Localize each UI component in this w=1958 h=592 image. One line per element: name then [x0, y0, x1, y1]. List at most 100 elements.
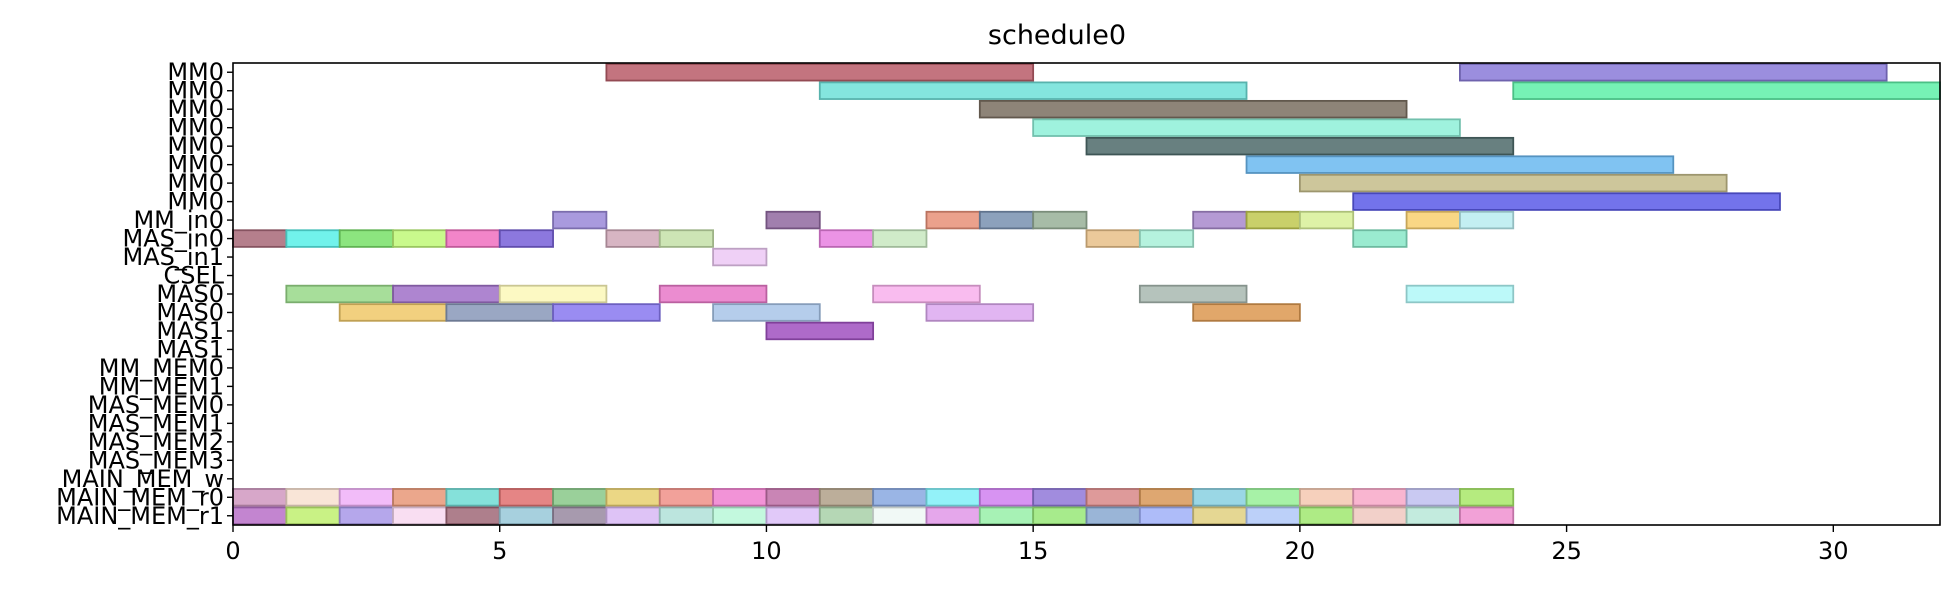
task-bar: [978, 506, 1035, 525]
y-tick-label: MM0: [167, 114, 224, 142]
y-tick-label: MAS_MEM0: [88, 391, 224, 419]
task-bar: [392, 488, 448, 507]
task-bar: [285, 488, 341, 507]
x-tick-label: 0: [225, 537, 240, 565]
y-tick-label: MAS0: [156, 280, 224, 308]
task-bar: [658, 284, 768, 304]
task-bar: [765, 488, 821, 507]
x-tick-label: 15: [1018, 537, 1049, 565]
task-bar: [552, 488, 608, 507]
y-tick-label: MM_in0: [133, 206, 224, 234]
y-tick-label: MM0: [167, 58, 224, 86]
y-tick-label: MAIN_MEM_r0: [56, 483, 224, 511]
task-bar: [498, 506, 554, 525]
task-bar: [1459, 63, 1888, 82]
task-bar: [232, 488, 288, 507]
task-bar: [1298, 488, 1355, 507]
task-bar: [392, 506, 448, 525]
task-bar: [925, 210, 981, 230]
task-bar: [338, 229, 394, 248]
task-bar: [498, 229, 554, 248]
task-bar: [712, 488, 768, 507]
task-bar: [605, 506, 661, 525]
y-tick-label: MAS1: [156, 317, 224, 345]
task-bar: [1512, 81, 1941, 100]
task-bar: [765, 506, 821, 525]
task-bar: [658, 229, 714, 248]
task-bar: [1298, 173, 1728, 193]
task-bar: [1245, 488, 1301, 507]
task-bar: [1459, 506, 1515, 525]
y-tick-label: MM0: [167, 77, 224, 105]
task-bar: [872, 488, 928, 507]
y-tick-label: MM0: [167, 188, 224, 216]
y-tick-label: MAIN_MEM_r1: [56, 502, 224, 530]
y-tick-label: MAS1: [156, 335, 224, 363]
x-tick-label: 5: [492, 537, 507, 565]
task-bar: [818, 506, 875, 525]
task-bar: [1352, 192, 1781, 211]
x-tick-label: 30: [1818, 537, 1849, 565]
y-tick-label: MAS_MEM3: [88, 446, 224, 474]
task-bar: [392, 229, 448, 248]
task-bar: [552, 303, 661, 322]
task-bar: [1138, 488, 1195, 507]
y-tick-label: MAS0: [156, 298, 224, 326]
chart-title: schedule0: [988, 20, 1126, 51]
y-tick-label: MM0: [167, 151, 224, 179]
y-tick-label: MM_MEM0: [99, 354, 224, 382]
task-bar: [978, 99, 1408, 119]
y-tick-label: MAS_in1: [122, 243, 224, 271]
task-bar: [445, 488, 501, 507]
y-tick-label: MM_MEM1: [99, 372, 224, 400]
task-bar: [445, 229, 501, 248]
task-bar: [978, 488, 1035, 507]
task-bar: [1245, 506, 1301, 525]
task-bar: [1352, 488, 1408, 507]
task-bar: [1085, 488, 1141, 507]
y-tick-label: MAS_MEM1: [88, 409, 224, 437]
task-bar: [605, 229, 661, 248]
task-bar: [285, 229, 341, 248]
x-tick-label: 20: [1285, 537, 1316, 565]
task-bar: [1352, 229, 1408, 248]
task-bar: [872, 506, 928, 525]
task-bar: [872, 229, 928, 248]
task-bar: [818, 229, 875, 248]
task-bar: [1405, 506, 1461, 525]
task-bar: [1352, 506, 1408, 525]
y-tick-label: MAS_MEM2: [88, 428, 224, 456]
task-bar: [1138, 284, 1248, 304]
task-bar: [1192, 210, 1248, 230]
x-axis: 0 5 10 15 20 25 30: [225, 525, 1849, 565]
task-bar: [712, 506, 768, 525]
task-bar: [1192, 506, 1248, 525]
task-bar: [1405, 488, 1461, 507]
task-bar: [552, 210, 608, 230]
task-bar: [1298, 506, 1355, 525]
task-bar: [925, 303, 1035, 322]
task-bar: [605, 488, 661, 507]
task-bar: [712, 247, 768, 267]
task-bar: [1032, 118, 1461, 137]
task-bar: [658, 506, 714, 525]
task-bar: [818, 81, 1248, 100]
task-bar: [658, 488, 714, 507]
y-tick-label: CSEL: [163, 262, 224, 290]
task-bar: [925, 488, 981, 507]
task-bar: [818, 488, 875, 507]
task-bar: [285, 284, 394, 304]
task-bars: [232, 63, 1941, 525]
task-bar: [1245, 155, 1675, 174]
task-bar: [978, 210, 1035, 230]
task-bar: [1032, 210, 1088, 230]
task-bar: [338, 488, 394, 507]
task-bar: [445, 303, 554, 322]
y-tick-label: MM0: [167, 132, 224, 160]
task-bar: [1032, 506, 1088, 525]
task-bar: [605, 63, 1035, 82]
task-bar: [338, 303, 448, 322]
task-bar: [872, 284, 981, 304]
task-bar: [392, 284, 501, 304]
